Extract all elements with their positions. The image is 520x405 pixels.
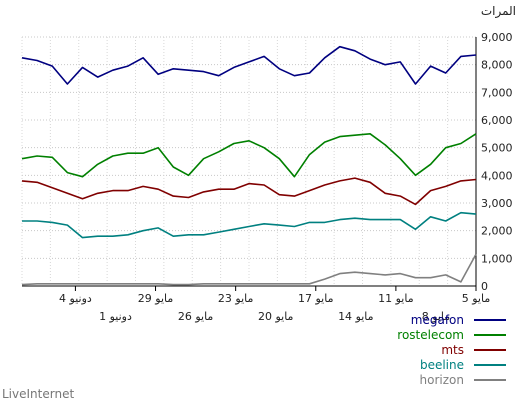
series-line-megafon [21,45,477,85]
x-tick-label: 14 مايو [338,310,374,323]
x-tick-labels: 5 مايو 8 مايو 11 مايو 14 مايو 17 مايو 20 مايو… [59,286,490,323]
plot-frame [22,37,477,287]
legend-label-horizon: horizon [419,373,464,388]
series-line-rostelecom [21,133,477,178]
brand-label: LiveInternet [2,387,75,401]
legend: megafon rostelecom mts beeline horizon [306,312,506,388]
legend-item-horizon: horizon [306,373,506,388]
legend-item-mts: mts [306,342,506,357]
y-tick-label: 7,000 [481,86,513,99]
x-tick-label: 11 مايو [378,292,414,305]
legend-swatch-beeline [474,364,506,367]
x-tick-label: 29 مايو [138,292,174,305]
y-tick-label: 4,000 [481,169,513,182]
grid [21,36,477,287]
y-tick-label: 0 [481,280,488,293]
series-line-horizon [21,253,477,286]
legend-label-megafon: megafon [410,312,464,327]
y-tick-label: 9,000 [481,31,513,44]
x-tick-label: 5 مايو [462,292,491,305]
legend-label-rostelecom: rostelecom [397,327,464,342]
legend-item-beeline: beeline [306,358,506,373]
legend-swatch-megafon [474,318,506,321]
y-tick-label: 1,000 [481,252,513,265]
y-tick-label: 8,000 [481,59,513,72]
x-tick-label: 20 مايو [258,310,294,323]
legend-swatch-mts [474,348,506,351]
legend-item-rostelecom: rostelecom [306,327,506,342]
legend-label-mts: mts [441,342,464,357]
x-tick-label: 26 مايو [178,310,214,323]
legend-swatch-horizon [474,379,506,382]
series-line-beeline [22,211,477,239]
series-lines [21,45,477,286]
y-tick-label: 3,000 [481,197,513,210]
legend-swatch-rostelecom [474,333,506,336]
y-tick-label: 2,000 [481,225,513,238]
y-tick-label: 5,000 [481,142,513,155]
series-line-mts [21,177,477,206]
legend-item-megafon: megafon [306,312,506,327]
y-tick-labels: 0 1,000 2,000 3,000 4,000 5,000 6,000 7,000 8,00… [481,31,513,293]
x-tick-label: 8 مايو [422,310,451,323]
y-tick-label: 6,000 [481,114,513,127]
y-axis-label: المرات [480,4,516,18]
x-tick-label: 4 دونيو [59,292,92,305]
legend-label-beeline: beeline [419,358,464,373]
x-tick-label: 17 مايو [298,292,334,305]
x-tick-label: 1 دونيو [99,310,132,323]
x-tick-label: 23 مايو [218,292,254,305]
